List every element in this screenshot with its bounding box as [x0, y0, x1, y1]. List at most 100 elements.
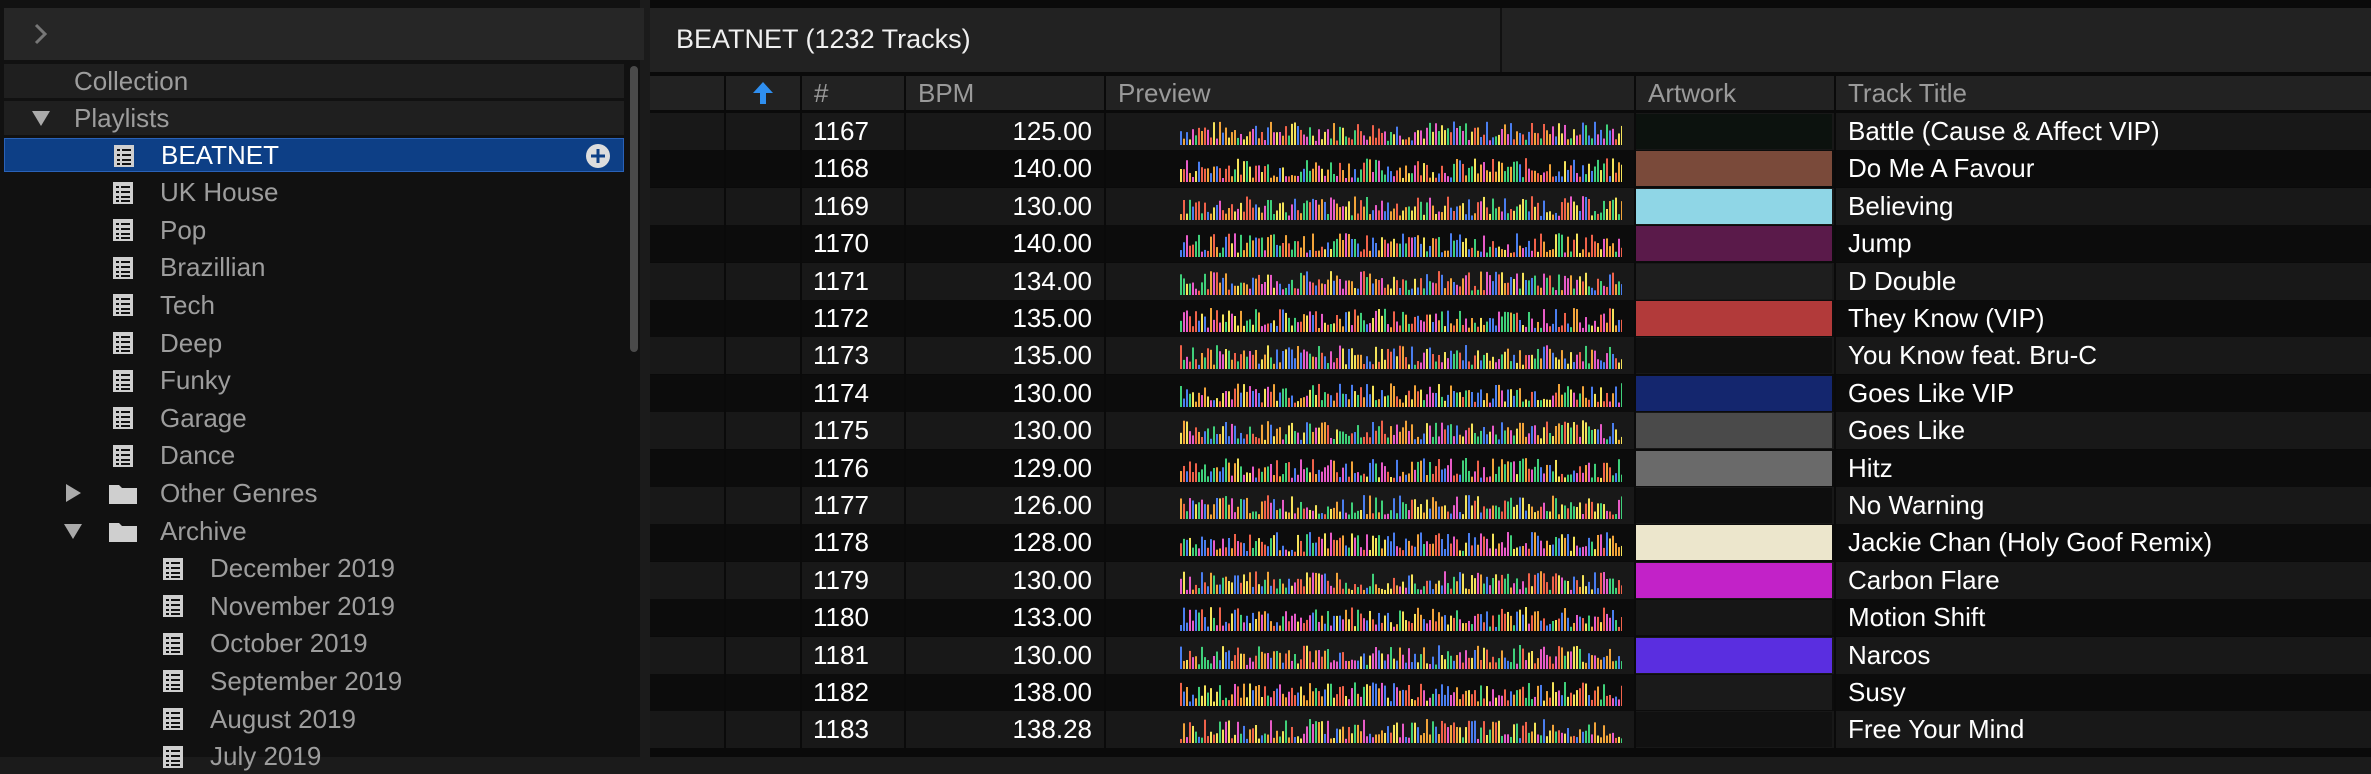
- table-row[interactable]: 1176 129.00 Hitz: [650, 449, 2371, 487]
- table-row[interactable]: 1172 135.00 They Know (VIP): [650, 300, 2371, 337]
- sidebar-item-playlist[interactable]: Funky: [4, 364, 624, 398]
- waveform-bar: [1549, 399, 1551, 407]
- sidebar-item-folder[interactable]: Archive: [4, 514, 624, 548]
- waveform-bar: [1228, 580, 1230, 594]
- sidebar-item-playlist[interactable]: Garage: [4, 401, 624, 435]
- column-header-sort[interactable]: [724, 76, 800, 110]
- table-row[interactable]: 1182 138.00 Susy: [650, 674, 2371, 711]
- sidebar-item-playlist[interactable]: Dance: [4, 439, 624, 473]
- waveform-preview[interactable]: [1180, 418, 1622, 445]
- sidebar-item-archive[interactable]: December 2019: [4, 552, 624, 586]
- table-row[interactable]: 1183 138.28 Free Your Mind: [650, 711, 2371, 749]
- table-row[interactable]: 1168 140.00 Do Me A Favour: [650, 150, 2371, 188]
- table-row[interactable]: 1177 126.00 No Warning: [650, 487, 2371, 524]
- table-row[interactable]: 1171 134.00 D Double: [650, 262, 2371, 300]
- waveform-bar: [1261, 471, 1263, 482]
- table-row[interactable]: 1174 130.00 Goes Like VIP: [650, 374, 2371, 412]
- page-title: BEATNET (1232 Tracks): [676, 24, 971, 54]
- waveform-bar: [1579, 322, 1581, 332]
- table-row[interactable]: 1180 133.00 Motion Shift: [650, 599, 2371, 637]
- sidebar-item-collection[interactable]: Collection: [4, 64, 624, 98]
- waveform-bar: [1420, 589, 1422, 594]
- waveform-preview[interactable]: [1180, 306, 1622, 332]
- table-row[interactable]: 1178 128.00 Jackie Chan (Holy Goof Remix): [650, 524, 2371, 562]
- column-header-bpm[interactable]: BPM: [904, 76, 1104, 110]
- waveform-bar: [1561, 612, 1563, 632]
- waveform-bar: [1477, 201, 1479, 220]
- sidebar-item-archive[interactable]: September 2019: [4, 664, 624, 698]
- waveform-bar: [1180, 432, 1182, 445]
- triangle-right-icon[interactable]: [62, 482, 84, 504]
- sidebar-item-folder[interactable]: Other Genres: [4, 476, 624, 510]
- waveform-bar: [1363, 320, 1365, 332]
- sidebar-item-playlist[interactable]: BEATNET: [4, 138, 624, 172]
- waveform-bar: [1267, 571, 1269, 594]
- sidebar-item-playlist[interactable]: Tech: [4, 288, 624, 322]
- sort-ascending-icon[interactable]: [752, 80, 774, 106]
- sidebar-item-archive[interactable]: October 2019: [4, 627, 624, 661]
- waveform-preview[interactable]: [1180, 119, 1622, 145]
- table-row[interactable]: 1167 125.00 Battle (Cause & Affect VIP): [650, 113, 2371, 150]
- sidebar-scrollbar[interactable]: [630, 66, 638, 352]
- sidebar-item-archive[interactable]: August 2019: [4, 702, 624, 736]
- waveform-bar: [1474, 721, 1476, 744]
- waveform-bar: [1435, 664, 1437, 669]
- waveform-bar: [1291, 204, 1293, 220]
- waveform-bar: [1237, 285, 1239, 295]
- sidebar-item-playlist[interactable]: Pop: [4, 213, 624, 247]
- waveform-preview[interactable]: [1180, 717, 1622, 744]
- waveform-bar: [1258, 438, 1260, 445]
- waveform-preview[interactable]: [1180, 493, 1622, 519]
- waveform-bar: [1390, 131, 1392, 145]
- waveform-bar: [1591, 477, 1593, 482]
- table-row[interactable]: 1169 130.00 Believing: [650, 187, 2371, 225]
- waveform-preview[interactable]: [1180, 605, 1622, 632]
- waveform-bar: [1444, 400, 1446, 407]
- waveform-bar: [1549, 624, 1551, 632]
- sidebar-item-playlist[interactable]: Deep: [4, 326, 624, 360]
- column-header-blank[interactable]: [650, 76, 724, 110]
- waveform-preview[interactable]: [1180, 269, 1622, 295]
- waveform-preview[interactable]: [1180, 456, 1622, 482]
- waveform-bar: [1318, 427, 1320, 445]
- waveform-preview[interactable]: [1180, 643, 1622, 669]
- waveform-bar: [1510, 616, 1512, 632]
- waveform-bar: [1471, 721, 1473, 744]
- triangle-down-icon[interactable]: [62, 520, 84, 542]
- add-icon[interactable]: [585, 143, 611, 169]
- chevron-right-icon[interactable]: [28, 22, 52, 46]
- waveform-bar: [1183, 571, 1185, 594]
- waveform-bar: [1414, 700, 1416, 706]
- column-header-preview[interactable]: Preview: [1104, 76, 1634, 110]
- table-row[interactable]: 1181 130.00 Narcos: [650, 636, 2371, 674]
- table-row[interactable]: 1175 130.00 Goes Like: [650, 412, 2371, 450]
- waveform-preview[interactable]: [1180, 568, 1622, 594]
- table-row[interactable]: 1170 140.00 Jump: [650, 225, 2371, 263]
- waveform-preview[interactable]: [1180, 530, 1622, 557]
- waveform-bar: [1270, 585, 1272, 594]
- triangle-down-icon[interactable]: [30, 107, 52, 129]
- column-header-title[interactable]: Track Title: [1834, 76, 2371, 110]
- table-row[interactable]: 1173 135.00 You Know feat. Bru-C: [650, 337, 2371, 375]
- waveform-preview[interactable]: [1180, 156, 1622, 183]
- column-header-index[interactable]: #: [800, 76, 904, 110]
- waveform-bar: [1228, 233, 1230, 258]
- waveform-bar: [1489, 213, 1491, 220]
- waveform-preview[interactable]: [1180, 680, 1622, 706]
- waveform-preview[interactable]: [1180, 343, 1622, 370]
- waveform-bar: [1615, 173, 1617, 183]
- sidebar-item-playlist[interactable]: UK House: [4, 176, 624, 210]
- sidebar-item-playlist[interactable]: Brazillian: [4, 251, 624, 285]
- waveform-bar: [1567, 534, 1569, 557]
- sidebar-item-archive[interactable]: November 2019: [4, 589, 624, 623]
- column-header-artwork[interactable]: Artwork: [1634, 76, 1834, 110]
- waveform-bar: [1264, 388, 1266, 407]
- waveform-preview[interactable]: [1180, 381, 1622, 407]
- sidebar-item-playlists[interactable]: Playlists: [4, 101, 624, 135]
- table-row[interactable]: 1179 130.00 Carbon Flare: [650, 561, 2371, 599]
- waveform-bar: [1498, 384, 1500, 407]
- waveform-bar: [1459, 474, 1461, 482]
- waveform-preview[interactable]: [1180, 231, 1622, 258]
- waveform-preview[interactable]: [1180, 194, 1622, 220]
- waveform-bar: [1285, 720, 1287, 744]
